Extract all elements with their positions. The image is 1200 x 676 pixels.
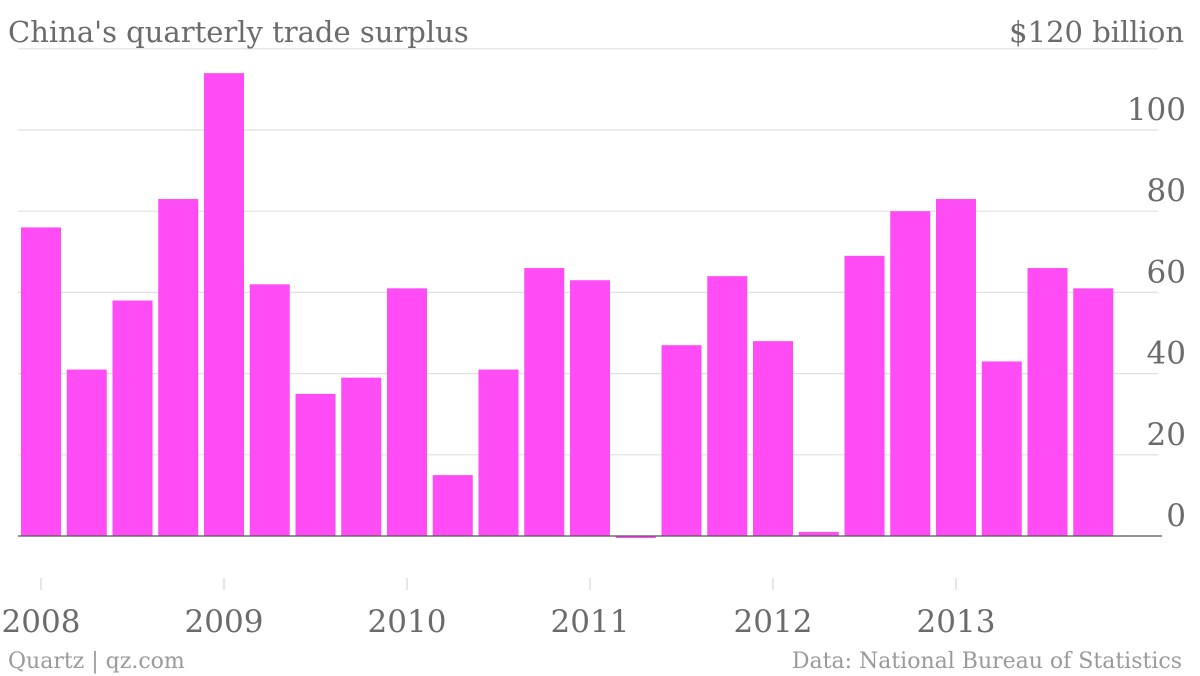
bar-2010-q4 bbox=[524, 268, 565, 536]
bar-2009-q2 bbox=[249, 284, 290, 536]
x-tick-label-2009: 2009 bbox=[185, 604, 264, 640]
x-tick-label-2012: 2012 bbox=[734, 604, 813, 640]
bar-2012-q1 bbox=[753, 341, 793, 536]
y-tick-label-80: 80 bbox=[1147, 173, 1186, 209]
bar-2013-q4 bbox=[1073, 288, 1114, 536]
bar-2013-q1 bbox=[936, 199, 976, 536]
bar-2012-q2 bbox=[798, 531, 839, 536]
bar-2011-q1 bbox=[570, 280, 610, 536]
source-text: Data: National Bureau of Statistics bbox=[792, 649, 1182, 674]
bar-2012-q4 bbox=[890, 211, 931, 536]
y-tick-label-40: 40 bbox=[1147, 336, 1186, 372]
bar-2008-q4 bbox=[158, 199, 199, 536]
x-tick-label-2011: 2011 bbox=[551, 604, 630, 640]
y-axis-ticks: 0 20 40 60 80 100 bbox=[1127, 92, 1186, 534]
bar-2008-q2 bbox=[66, 369, 107, 536]
unit-label: $120 billion bbox=[1009, 15, 1184, 49]
bar-2013-q3 bbox=[1027, 268, 1068, 536]
bar-2008-q1 bbox=[21, 227, 61, 536]
y-tick-label-20: 20 bbox=[1147, 417, 1186, 453]
x-tick-label-2010: 2010 bbox=[368, 604, 447, 640]
y-tick-label-100: 100 bbox=[1127, 92, 1186, 128]
bar-2010-q3 bbox=[478, 369, 519, 536]
x-tick-label-2008: 2008 bbox=[2, 604, 81, 640]
x-axis-ticks: 2008 2009 2010 2011 2012 2013 bbox=[2, 578, 996, 640]
bar-2011-q2 bbox=[615, 536, 656, 539]
bar-2010-q2 bbox=[432, 475, 473, 536]
bar-2011-q3 bbox=[661, 345, 702, 536]
x-tick-label-2013: 2013 bbox=[917, 604, 996, 640]
bar-2008-q3 bbox=[112, 300, 153, 536]
bar-2009-q1 bbox=[204, 73, 244, 536]
y-tick-label-0: 0 bbox=[1166, 498, 1186, 534]
credit-text: Quartz | qz.com bbox=[8, 649, 185, 674]
bar-2009-q3 bbox=[295, 393, 336, 536]
y-tick-label-60: 60 bbox=[1147, 254, 1186, 290]
bar-2010-q1 bbox=[387, 288, 427, 536]
bar-2012-q3 bbox=[844, 255, 885, 537]
chart-title: China's quarterly trade surplus bbox=[8, 15, 469, 49]
bar-2013-q2 bbox=[981, 361, 1022, 536]
bar-2011-q4 bbox=[707, 276, 748, 536]
bar-2009-q4 bbox=[341, 377, 382, 536]
bars bbox=[21, 73, 1114, 539]
